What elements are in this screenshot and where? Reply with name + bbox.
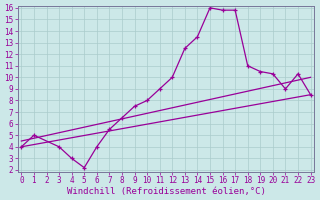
X-axis label: Windchill (Refroidissement éolien,°C): Windchill (Refroidissement éolien,°C) bbox=[67, 187, 265, 196]
